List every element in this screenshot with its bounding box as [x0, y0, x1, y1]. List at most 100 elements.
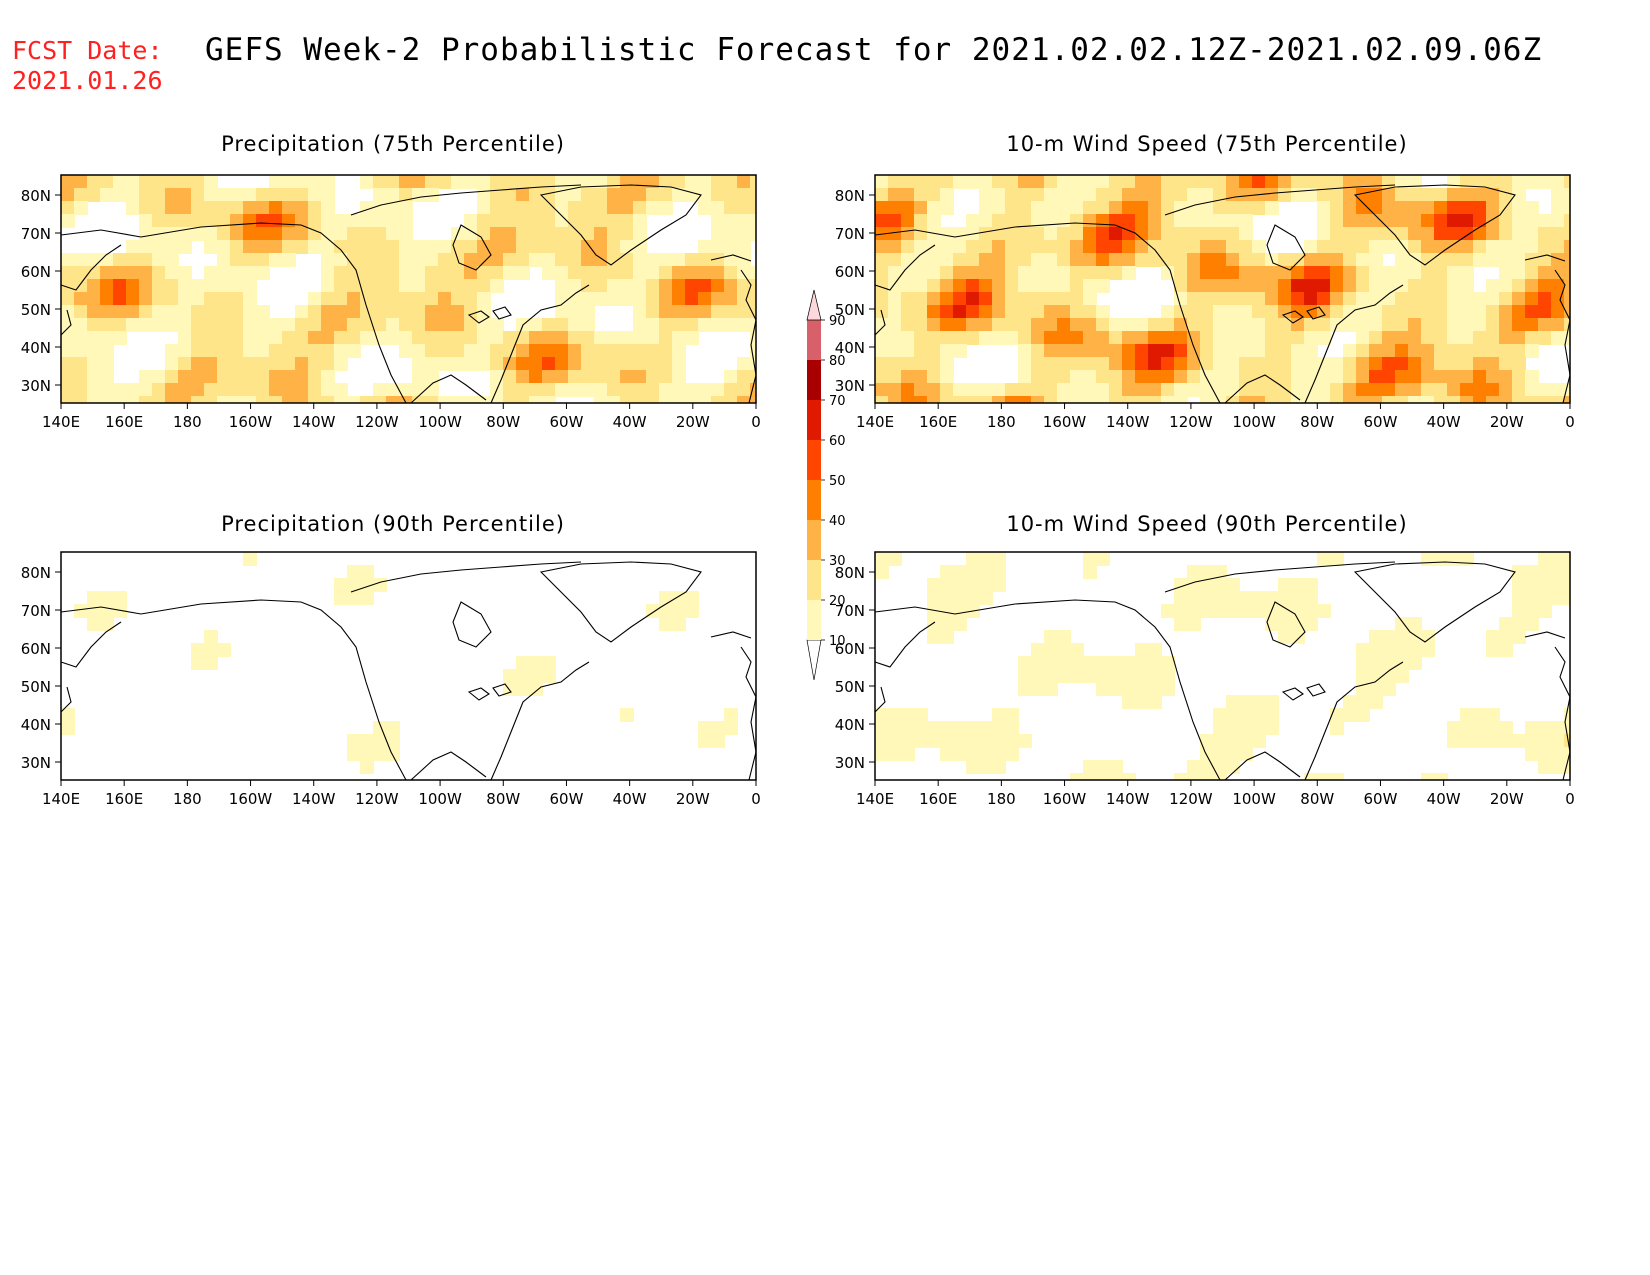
contour-cell — [724, 201, 738, 215]
contour-cell — [1226, 214, 1240, 228]
contour-cell — [412, 253, 426, 267]
contour-cell — [672, 383, 686, 397]
contour-cell — [1551, 565, 1565, 579]
contour-cell — [1213, 773, 1227, 780]
contour-cell — [1369, 669, 1383, 683]
contour-cell — [1161, 604, 1175, 618]
contour-cell — [1109, 266, 1123, 280]
contour-cell — [360, 318, 374, 332]
contour-cell — [204, 370, 218, 384]
contour-cell — [1031, 656, 1045, 670]
contour-cell — [1200, 201, 1214, 215]
contour-cell — [1070, 396, 1084, 403]
contour-cell — [724, 227, 738, 241]
contour-cell — [672, 279, 686, 293]
contour-cell — [1044, 669, 1058, 683]
contour-cell — [620, 240, 634, 254]
contour-cell — [607, 227, 621, 241]
contour-cell — [139, 175, 153, 189]
contour-cell — [243, 370, 257, 384]
contour-cell — [490, 396, 504, 403]
contour-cell — [386, 279, 400, 293]
contour-cell — [1005, 214, 1019, 228]
contour-cell — [1044, 331, 1058, 345]
contour-cell — [1226, 331, 1240, 345]
contour-cell — [1070, 279, 1084, 293]
contour-cell — [1486, 331, 1500, 345]
contour-cell — [438, 266, 452, 280]
contour-cell — [243, 292, 257, 306]
contour-cell — [1395, 396, 1409, 403]
contour-cell — [914, 383, 928, 397]
contour-cell — [1070, 331, 1084, 345]
contour-cell — [1356, 318, 1370, 332]
contour-cell — [1135, 253, 1149, 267]
contour-cell — [74, 383, 88, 397]
contour-cell — [1525, 383, 1539, 397]
contour-cell — [204, 240, 218, 254]
contour-cell — [568, 253, 582, 267]
contour-cell — [1161, 214, 1175, 228]
contour-cell — [1291, 175, 1305, 189]
contour-cell — [360, 214, 374, 228]
contour-cell — [100, 357, 114, 371]
contour-cell — [334, 292, 348, 306]
contour-cell — [1278, 617, 1292, 631]
contour-cell — [217, 396, 231, 403]
contour-cell — [1083, 266, 1097, 280]
contour-cell — [1005, 383, 1019, 397]
contour-cell — [61, 396, 75, 403]
contour-cell — [464, 305, 478, 319]
contour-cell — [1239, 383, 1253, 397]
contour-cell — [979, 305, 993, 319]
contour-cell — [1512, 331, 1526, 345]
contour-cell — [256, 227, 270, 241]
contour-cell — [1031, 214, 1045, 228]
contour-cell — [477, 331, 491, 345]
contour-cell — [464, 357, 478, 371]
contour-cell — [1499, 344, 1513, 358]
contour-cell — [1239, 201, 1253, 215]
coastline — [410, 751, 487, 781]
contour-cell — [1044, 370, 1058, 384]
contour-cell — [425, 188, 439, 202]
contour-cell — [633, 188, 647, 202]
contour-cell — [1447, 214, 1461, 228]
contour-cell — [1551, 292, 1565, 306]
contour-cell — [1226, 279, 1240, 293]
contour-cell — [1057, 357, 1071, 371]
contour-cell — [503, 370, 517, 384]
contour-cell — [1083, 669, 1097, 683]
contour-cell — [438, 279, 452, 293]
contour-cell — [477, 344, 491, 358]
contour-cell — [901, 279, 915, 293]
contour-cell — [256, 318, 270, 332]
contour-cell — [698, 253, 712, 267]
contour-cell — [1239, 240, 1253, 254]
contour-cell — [1226, 227, 1240, 241]
contour-cell — [979, 188, 993, 202]
contour-cell — [698, 201, 712, 215]
contour-cell — [1291, 383, 1305, 397]
contour-cell — [542, 383, 556, 397]
contour-cell — [1252, 240, 1266, 254]
contour-cell — [425, 175, 439, 189]
contour-cell — [256, 357, 270, 371]
contour-cell — [1057, 214, 1071, 228]
contour-cell — [966, 279, 980, 293]
contour-cell — [477, 396, 491, 403]
contour-cell — [1369, 201, 1383, 215]
contour-cell — [412, 318, 426, 332]
contour-cell — [1070, 318, 1084, 332]
contour-cell — [360, 305, 374, 319]
contour-cell — [503, 201, 517, 215]
contour-cell — [1239, 331, 1253, 345]
contour-cell — [1070, 344, 1084, 358]
contour-cell — [1395, 240, 1409, 254]
contour-cell — [1239, 279, 1253, 293]
contour-cell — [1460, 266, 1474, 280]
contour-cell — [165, 344, 179, 358]
contour-cell — [1382, 305, 1396, 319]
contour-cell — [1070, 643, 1084, 657]
contour-cell — [503, 175, 517, 189]
